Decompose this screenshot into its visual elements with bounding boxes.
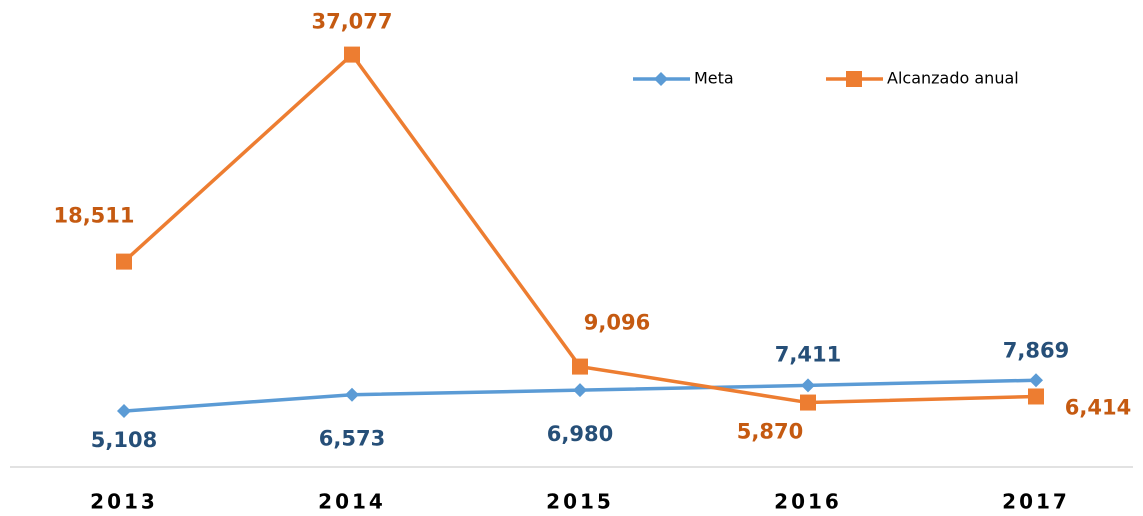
data-label: 37,077	[311, 10, 392, 34]
x-tick-label: 2014	[318, 490, 386, 514]
marker	[1028, 388, 1044, 405]
x-tick-label: 2013	[90, 490, 158, 514]
data-label: 6,573	[319, 427, 385, 451]
legend-label: Alcanzado anual	[887, 69, 1019, 88]
marker	[116, 253, 132, 270]
x-tick-label: 2016	[774, 490, 842, 514]
marker	[801, 378, 815, 393]
data-label: 7,869	[1003, 338, 1069, 362]
marker	[573, 383, 587, 398]
marker	[117, 404, 131, 419]
series-line	[122, 51, 1037, 405]
data-label: 9,096	[584, 311, 650, 335]
data-label: 7,411	[775, 342, 841, 366]
marker	[345, 387, 359, 402]
data-label: 6,980	[547, 422, 613, 446]
legend-marker	[654, 72, 668, 86]
data-label: 5,108	[91, 428, 157, 452]
marker	[800, 394, 816, 411]
marker	[1029, 373, 1043, 388]
data-label: 5,870	[737, 420, 803, 444]
legend-marker	[846, 71, 862, 87]
data-label: 18,511	[53, 204, 134, 228]
data-label: 6,414	[1065, 395, 1131, 419]
marker	[344, 46, 360, 63]
marker	[572, 358, 588, 375]
x-tick-label: 2015	[546, 490, 614, 514]
legend-label: Meta	[694, 69, 734, 88]
x-tick-label: 2017	[1002, 490, 1070, 514]
